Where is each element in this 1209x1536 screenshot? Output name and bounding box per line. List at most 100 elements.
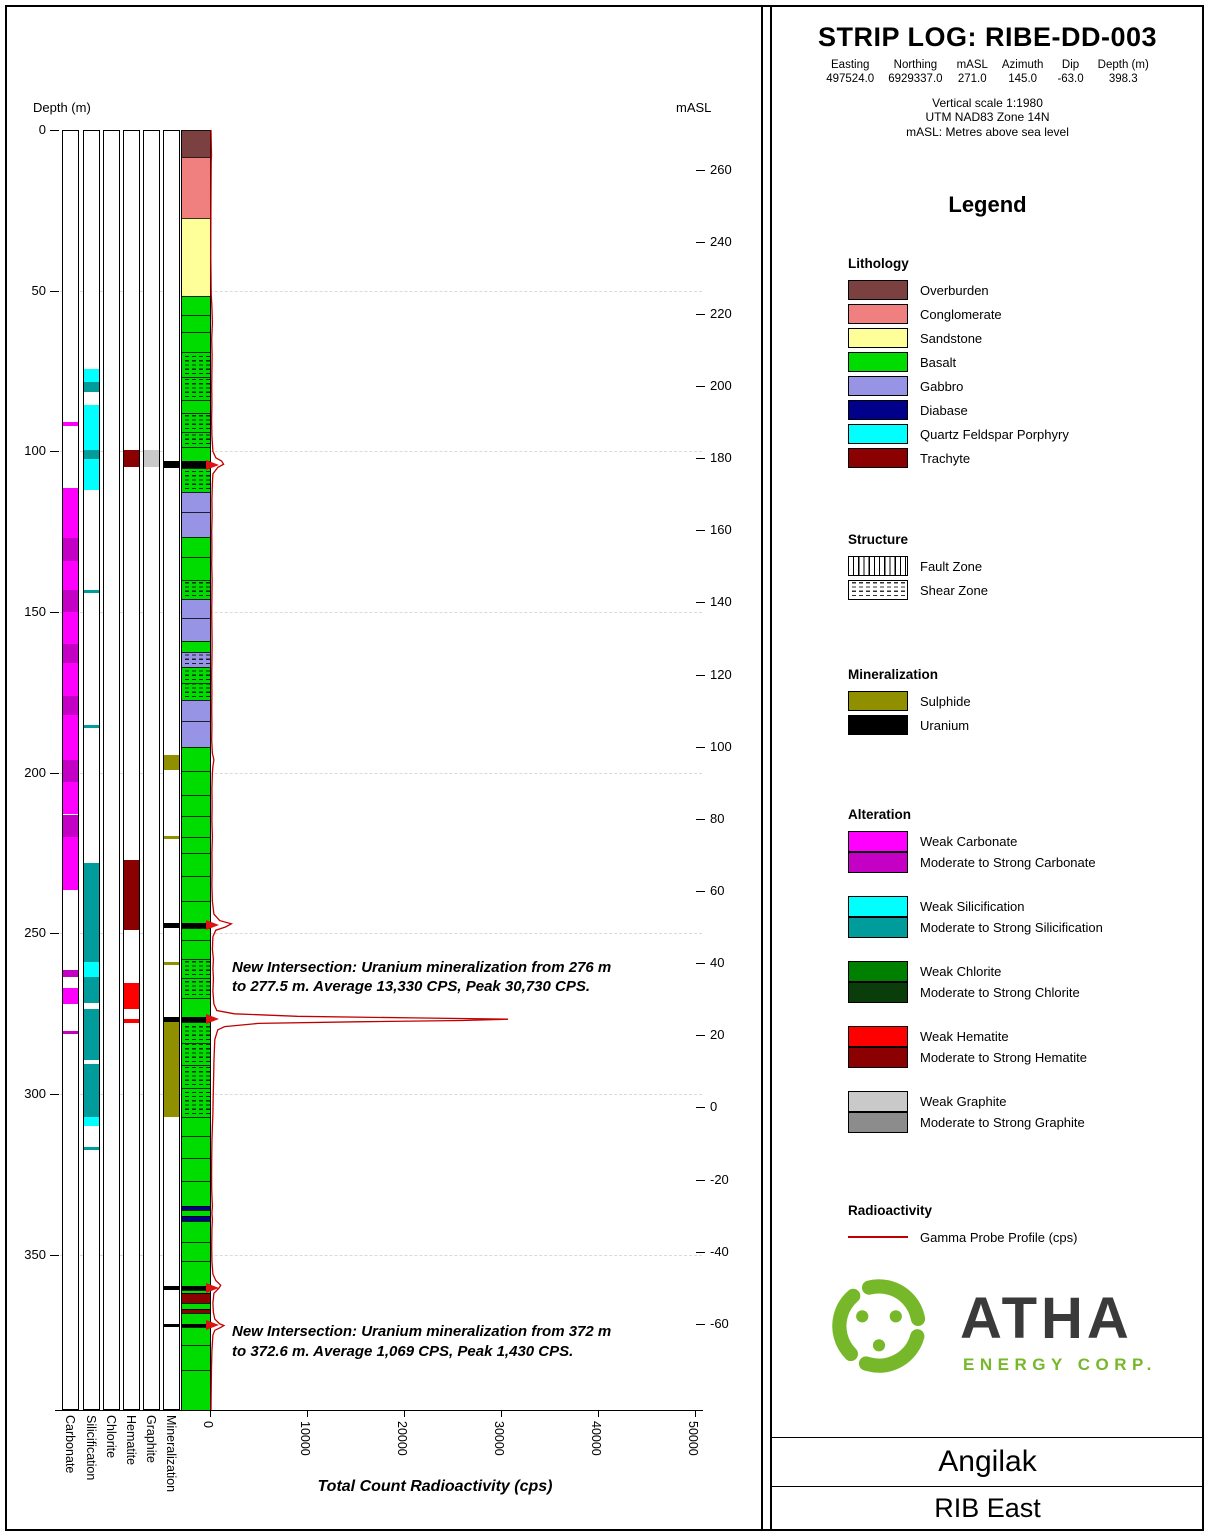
silicification-interval [84, 1063, 99, 1117]
footer-divider [772, 1437, 1203, 1438]
lithology-interval [182, 901, 210, 924]
hole-notes: Vertical scale 1:1980 UTM NAD83 Zone 14N m… [772, 96, 1203, 140]
legend-mineralization-section: Mineralization Sulphide Uranium [848, 667, 1193, 739]
legend-panel: STRIP LOG: RIBE-DD-003 Easting 497524.0 No… [770, 7, 1203, 1529]
lithology-interval [182, 332, 210, 352]
map-note: mASL: Metres above sea level [906, 125, 1069, 139]
legend-structure-item-label: Shear Zone [920, 582, 988, 598]
alteration-pairs: Weak Carbonate Moderate to Strong Carbona… [848, 831, 1193, 1133]
legend-lithology-item-label: Basalt [920, 354, 957, 370]
lithology-interval [182, 1216, 210, 1222]
lithology-interval [182, 795, 210, 817]
lithology-interval [182, 1293, 210, 1303]
lithology-interval [182, 377, 210, 400]
masl-tick [696, 674, 705, 676]
depth-tick [50, 451, 59, 453]
lithology-interval [182, 853, 210, 876]
masl-tick-label: 40 [710, 955, 725, 971]
uranium-lithology-band [182, 1323, 210, 1328]
masl-tick [696, 386, 705, 388]
silicification-interval [84, 724, 99, 728]
lithology-interval [182, 1221, 210, 1242]
legend-lithology-item-swatch [848, 424, 908, 444]
lithology-interval [182, 1210, 210, 1217]
masl-tick [696, 1107, 705, 1109]
carbonate-interval [63, 695, 78, 715]
lithology-interval [182, 666, 210, 683]
legend-lithology-item-swatch [848, 328, 908, 348]
lithology-interval [182, 218, 210, 296]
lithology-interval [182, 557, 210, 580]
uranium-lithology-band [182, 461, 210, 469]
legend-lithology-item-swatch [848, 448, 908, 468]
footer-divider-2 [772, 1486, 1203, 1487]
masl-tick-label: 200 [710, 378, 732, 394]
depth-tick [50, 933, 59, 935]
lithology-interval [182, 295, 210, 315]
silicification-interval [84, 382, 99, 392]
mineralization-interval [164, 1286, 179, 1290]
carbonate-interval [63, 644, 78, 664]
carbonate-interval [63, 988, 78, 1005]
gamma-legend-label: Gamma Probe Profile (cps) [920, 1229, 1078, 1245]
masl-tick-label: 140 [710, 594, 732, 610]
x-tick-label: 10000 [298, 1421, 312, 1456]
legend-lithology-item: Diabase [848, 400, 1193, 420]
legend-lithology-item-swatch [848, 400, 908, 420]
lithology-interval [182, 1309, 210, 1313]
hole-field-value: 398.3 [1108, 73, 1138, 86]
legend-alteration-weak-swatch [848, 831, 908, 852]
legend-alteration-strong-swatch [848, 1047, 908, 1068]
legend-lithology-item-label: Conglomerate [920, 306, 1002, 322]
lithology-interval [182, 157, 210, 219]
lithology-interval [182, 536, 210, 558]
gamma-line-swatch [848, 1236, 908, 1238]
hematite-interval [124, 1018, 139, 1024]
masl-tick-label: 100 [710, 738, 732, 754]
carbonate-interval [63, 589, 78, 613]
intersection-marker-icon [206, 459, 219, 470]
gamma-profile-line [210, 129, 509, 1411]
lithology-items: Overburden Conglomerate Sandstone Basalt Gab… [848, 280, 1193, 468]
lithology-interval [182, 1116, 210, 1136]
legend-alteration-strong-swatch [848, 852, 908, 873]
lithology-interval [182, 1302, 210, 1310]
masl-tick-label: 220 [710, 305, 732, 321]
lithology-interval [182, 1135, 210, 1159]
mineralization-interval [164, 923, 179, 928]
lithology-interval [182, 579, 210, 600]
lithology-interval [182, 1021, 210, 1043]
depth-tick-label: 250 [24, 925, 46, 941]
x-tick [404, 1410, 405, 1417]
mineralization-items: Sulphide Uranium [848, 691, 1193, 735]
hole-field: Easting 497524.0 [826, 58, 874, 87]
masl-tick [696, 241, 705, 243]
masl-tick [696, 1251, 705, 1253]
intersection-marker-icon [206, 1282, 219, 1293]
carbonate-interval [63, 560, 78, 590]
legend-lithology-item-label: Trachyte [920, 450, 971, 466]
legend-alteration-pair: Weak Carbonate Moderate to Strong Carbona… [848, 831, 1193, 873]
intersection-marker-icon [206, 920, 219, 931]
masl-tick [696, 891, 705, 893]
hole-field-value: 497524.0 [826, 73, 875, 86]
masl-tick-label: -60 [710, 1315, 729, 1331]
lithology-interval [182, 512, 210, 537]
legend-alteration-weak-swatch [848, 961, 908, 982]
carbonate-interval [63, 488, 78, 539]
column-hematite [123, 130, 140, 1410]
carbonate-interval [63, 1031, 78, 1035]
legend-alteration-pair: Weak Hematite Moderate to Strong Hematite [848, 1026, 1193, 1068]
intersection-marker-icon [206, 1014, 219, 1025]
legend-mineralization-item-label: Sulphide [920, 693, 971, 709]
depth-tick-label: 300 [24, 1086, 46, 1102]
depth-tick [50, 1254, 59, 1256]
x-tick [210, 1410, 211, 1417]
column-label: Mineralization [164, 1415, 178, 1493]
mineralization-interval [164, 1021, 179, 1117]
structure-items: Fault Zone Shear Zone [848, 556, 1193, 600]
uranium-lithology-band [182, 1016, 210, 1022]
legend-structure-section: Structure Fault Zone Shear Zone [848, 532, 1193, 604]
silicification-interval [84, 449, 99, 460]
legend-lithology-item-label: Sandstone [920, 330, 983, 346]
